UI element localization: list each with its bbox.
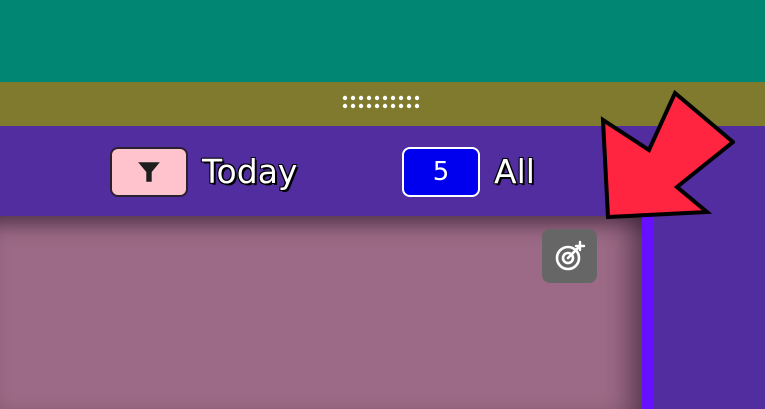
add-goal-button[interactable] — [542, 229, 597, 283]
drag-handle-icon[interactable] — [342, 95, 424, 109]
content-panel — [0, 216, 642, 409]
right-panel — [654, 216, 765, 409]
arrow-pointer-icon — [600, 90, 735, 220]
filter-all-label[interactable]: All — [494, 152, 535, 191]
target-add-icon — [555, 240, 585, 271]
top-bar — [0, 0, 765, 82]
filter-today-button[interactable] — [110, 147, 188, 197]
filter-today-label[interactable]: Today — [202, 152, 298, 191]
filter-all-button[interactable]: 5 — [402, 147, 480, 197]
accent-divider — [642, 216, 654, 409]
drag-bar[interactable] — [0, 82, 765, 126]
filter-all-count: 5 — [432, 157, 450, 187]
filter-icon — [138, 162, 160, 182]
